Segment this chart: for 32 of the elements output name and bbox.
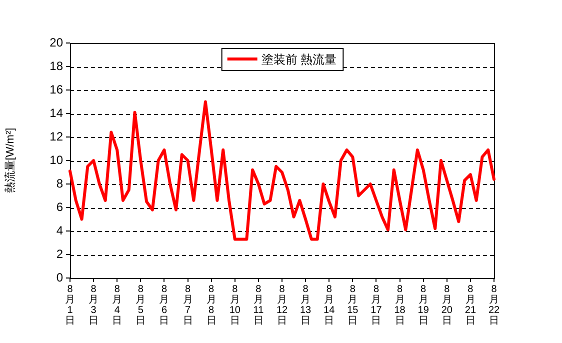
- x-tick-label: 8月10日: [229, 284, 241, 326]
- y-tick-label: 20: [50, 35, 64, 50]
- x-tick-label: 8月5日: [136, 284, 146, 326]
- x-tick-label: 8月8日: [206, 284, 216, 326]
- x-tick-label: 8月1日: [65, 284, 75, 326]
- y-tick-label: 4: [56, 223, 64, 238]
- x-tick-label: 8月19日: [418, 284, 430, 326]
- x-tick-label: 8月7日: [182, 284, 193, 326]
- x-tick-label: 8月3日: [88, 284, 99, 326]
- y-axis-title: 熱流量[W/m²]: [4, 128, 17, 194]
- y-tick-label: 8: [56, 176, 64, 190]
- y-tick-label: 0: [56, 270, 64, 284]
- y-tick-label: 14: [50, 106, 64, 120]
- x-tick-label: 8月12日: [276, 284, 288, 326]
- x-tick-label: 8月20日: [441, 284, 453, 326]
- y-tick-label: 18: [50, 58, 64, 73]
- y-tick-label: 2: [56, 246, 64, 261]
- legend-label: 塗装前 熱流量: [261, 52, 337, 66]
- x-tick-label: 8月18日: [394, 284, 406, 326]
- x-tick-label: 8月4日: [112, 284, 122, 326]
- x-tick-label: 8月17日: [370, 284, 382, 326]
- y-tick-label: 6: [56, 200, 64, 214]
- x-tick-label: 8月21日: [464, 284, 476, 326]
- x-tick-label: 8月13日: [300, 284, 312, 326]
- y-tick-label: 12: [50, 129, 64, 144]
- x-tick-label: 8月14日: [324, 284, 336, 326]
- x-tick-label: 8月15日: [347, 284, 359, 326]
- y-tick-label: 10: [50, 152, 64, 167]
- x-tick-label: 8月22日: [488, 284, 500, 326]
- y-tick-label: 16: [50, 82, 64, 96]
- x-tick-label: 8月11日: [253, 284, 264, 326]
- x-tick-label: 8月6日: [159, 284, 170, 326]
